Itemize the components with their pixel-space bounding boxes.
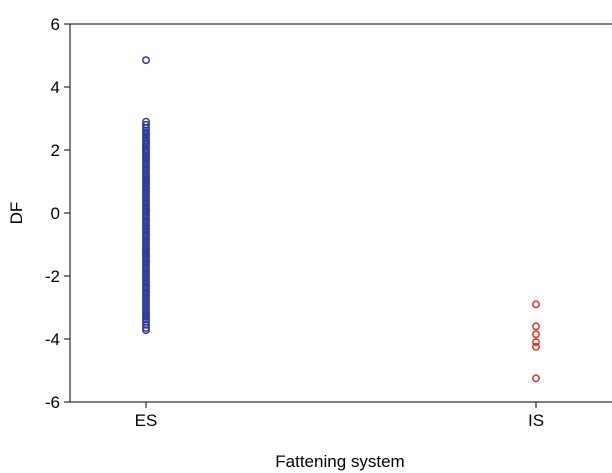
- y-axis-label: DF: [7, 202, 26, 225]
- data-point-es: [142, 56, 150, 65]
- data-point-es: [142, 190, 150, 199]
- data-point-es: [142, 279, 150, 288]
- data-point-es: [142, 303, 150, 312]
- data-point-es: [142, 237, 150, 246]
- data-point-es: [142, 171, 150, 180]
- data-point-es: [142, 166, 150, 175]
- y-tick-label: -6: [45, 393, 60, 412]
- data-point-es: [142, 185, 150, 194]
- data-point-es: [142, 180, 150, 189]
- data-point-es: [142, 313, 150, 321]
- data-point-es: [142, 265, 150, 274]
- data-point-es: [142, 209, 150, 217]
- data-point-es: [142, 194, 150, 203]
- data-point-es: [142, 149, 150, 158]
- data-point-is: [532, 300, 540, 309]
- data-point-es: [142, 294, 150, 302]
- data-point-es: [142, 270, 150, 279]
- y-tick-label: -2: [45, 267, 60, 286]
- y-tick-label: 0: [51, 204, 60, 223]
- x-tick-label: IS: [528, 411, 544, 430]
- data-point-es: [142, 261, 150, 269]
- data-point-is: [532, 330, 540, 339]
- data-point-is: [532, 322, 540, 331]
- data-point-es: [142, 246, 150, 255]
- x-tick-label: ES: [135, 411, 158, 430]
- data-point-is: [532, 342, 540, 351]
- data-point-es: [142, 289, 150, 298]
- data-point-es: [142, 157, 150, 165]
- data-point-is: [532, 338, 540, 347]
- data-point-es: [142, 161, 150, 170]
- data-point-es: [142, 223, 150, 232]
- y-tick-label: 6: [51, 15, 60, 34]
- data-point-es: [142, 218, 150, 227]
- data-point-es: [142, 284, 150, 293]
- data-point-es: [142, 298, 150, 307]
- data-point-es: [142, 242, 150, 251]
- data-point-es: [142, 251, 150, 260]
- data-point-es: [142, 256, 150, 265]
- data-point-es: [142, 204, 150, 213]
- data-point-es: [142, 175, 150, 184]
- y-tick-label: 2: [51, 141, 60, 160]
- data-point-es: [142, 320, 150, 329]
- data-point-es: [142, 227, 150, 236]
- data-points: [142, 56, 540, 383]
- data-point-es: [142, 199, 150, 208]
- x-axis-ticks: ES IS: [135, 402, 544, 430]
- axes: [69, 23, 612, 403]
- data-point-es: [142, 326, 150, 335]
- data-point-es: [142, 140, 150, 149]
- y-axis-ticks: 6 4 2 0 -2 -4 -6: [45, 15, 70, 412]
- data-point-es: [142, 213, 150, 222]
- y-tick-label: -4: [45, 330, 60, 349]
- x-axis-label: Fattening system: [275, 452, 404, 471]
- data-point-es: [142, 308, 150, 317]
- data-point-es: [142, 275, 150, 284]
- data-point-es: [142, 152, 150, 161]
- data-point-is: [532, 374, 540, 383]
- data-point-es: [142, 130, 150, 139]
- y-tick-label: 4: [51, 78, 60, 97]
- data-point-es: [142, 232, 150, 241]
